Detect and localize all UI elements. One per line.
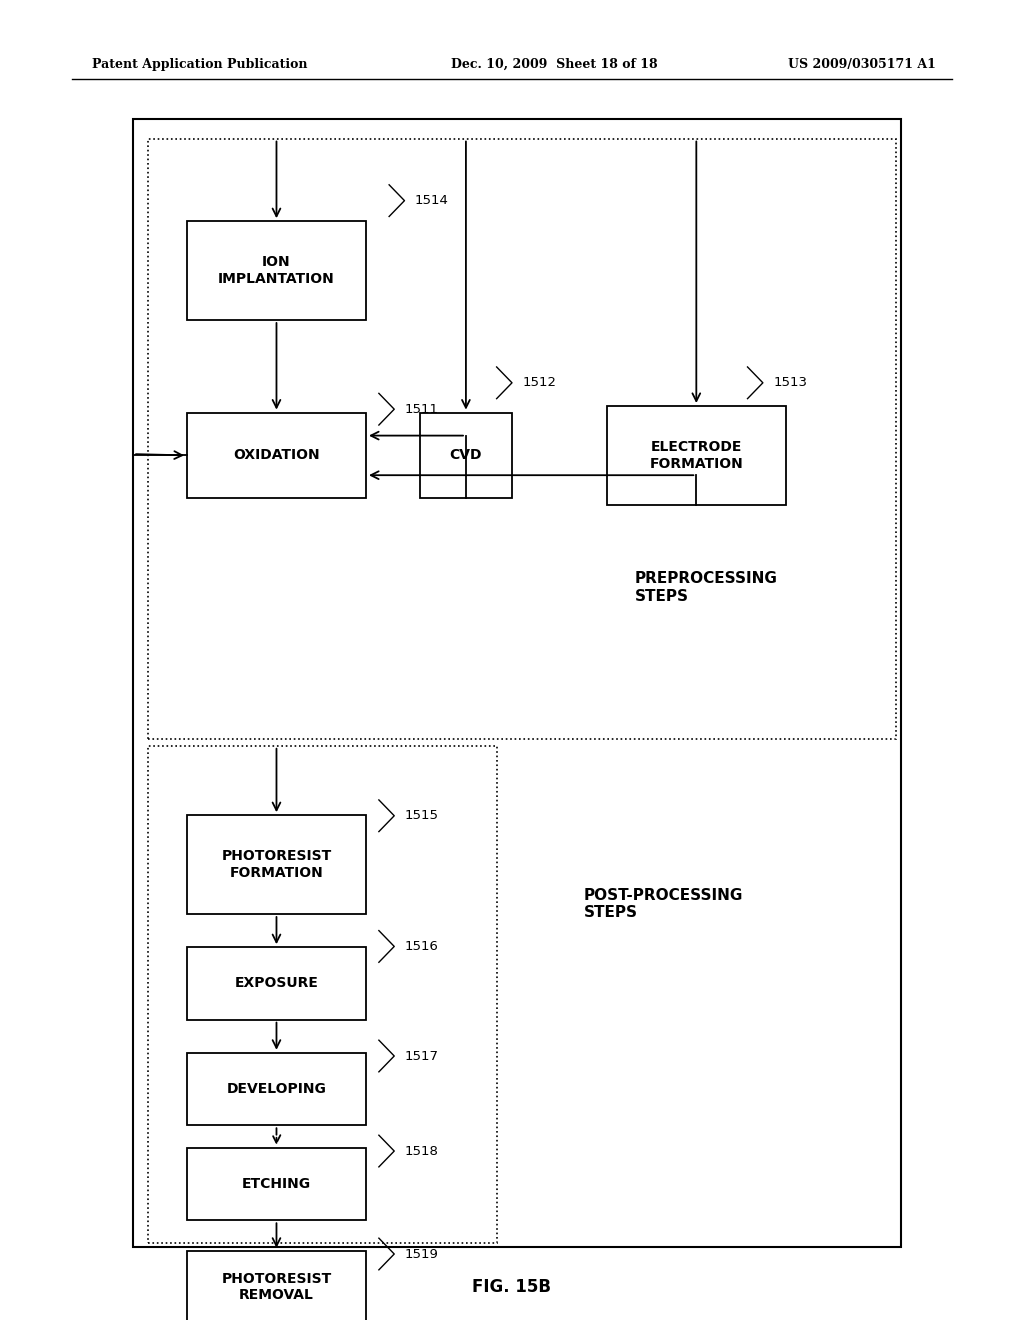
Text: OXIDATION: OXIDATION — [233, 449, 319, 462]
Bar — [187, 1147, 367, 1220]
Text: 1512: 1512 — [522, 376, 556, 389]
Text: ELECTRODE
FORMATION: ELECTRODE FORMATION — [649, 441, 743, 470]
Bar — [187, 1053, 367, 1125]
Text: 1514: 1514 — [415, 194, 449, 207]
Text: EXPOSURE: EXPOSURE — [234, 977, 318, 990]
Text: PREPROCESSING
STEPS: PREPROCESSING STEPS — [635, 572, 778, 603]
Text: 1518: 1518 — [404, 1144, 438, 1158]
Bar — [187, 814, 367, 913]
Text: Patent Application Publication: Patent Application Publication — [92, 58, 307, 71]
Text: PHOTORESIST
FORMATION: PHOTORESIST FORMATION — [221, 850, 332, 879]
Text: 1519: 1519 — [404, 1247, 438, 1261]
Text: 1511: 1511 — [404, 403, 438, 416]
Text: PHOTORESIST
REMOVAL: PHOTORESIST REMOVAL — [221, 1272, 332, 1302]
Text: 1515: 1515 — [404, 809, 438, 822]
Text: CVD: CVD — [450, 449, 482, 462]
Text: Dec. 10, 2009  Sheet 18 of 18: Dec. 10, 2009 Sheet 18 of 18 — [451, 58, 657, 71]
Bar — [187, 1251, 367, 1320]
Bar — [148, 746, 497, 1243]
Bar — [420, 412, 512, 498]
Text: 1517: 1517 — [404, 1049, 438, 1063]
Text: ETCHING: ETCHING — [242, 1177, 311, 1191]
Text: DEVELOPING: DEVELOPING — [226, 1082, 327, 1096]
Text: POST-PROCESSING
STEPS: POST-PROCESSING STEPS — [584, 888, 743, 920]
Bar — [187, 948, 367, 1019]
Bar — [148, 139, 896, 739]
Bar — [187, 412, 367, 498]
Text: US 2009/0305171 A1: US 2009/0305171 A1 — [788, 58, 936, 71]
Text: ION
IMPLANTATION: ION IMPLANTATION — [218, 256, 335, 285]
Bar — [187, 220, 367, 319]
Text: 1516: 1516 — [404, 940, 438, 953]
Bar — [133, 119, 901, 1247]
Text: 1513: 1513 — [773, 376, 807, 389]
Text: FIG. 15B: FIG. 15B — [472, 1278, 552, 1296]
Bar — [606, 407, 786, 504]
